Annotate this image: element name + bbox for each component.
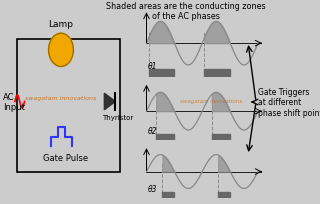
Text: Lamp: Lamp: [49, 20, 74, 29]
Text: θ2: θ2: [148, 126, 157, 135]
Text: swagatam innovations: swagatam innovations: [180, 99, 242, 104]
Text: Gate Triggers
at different
phase shift points: Gate Triggers at different phase shift p…: [258, 88, 320, 117]
Circle shape: [49, 34, 73, 67]
Bar: [204, 70, 230, 76]
Bar: [212, 134, 230, 140]
Text: Shaded areas are the conducting zones
of the AC phases: Shaded areas are the conducting zones of…: [106, 2, 265, 21]
Text: swagatam innovations: swagatam innovations: [25, 96, 97, 101]
Polygon shape: [104, 94, 115, 110]
Bar: [17, 40, 120, 172]
Bar: [218, 192, 230, 197]
Text: Thyristor: Thyristor: [102, 115, 134, 121]
Bar: [156, 134, 174, 140]
Text: Gate Pulse: Gate Pulse: [43, 153, 88, 162]
Text: AC
Input: AC Input: [3, 92, 25, 112]
Bar: [149, 70, 174, 76]
Text: θ3: θ3: [148, 184, 157, 193]
Bar: [163, 192, 174, 197]
Text: θ1: θ1: [148, 62, 157, 71]
